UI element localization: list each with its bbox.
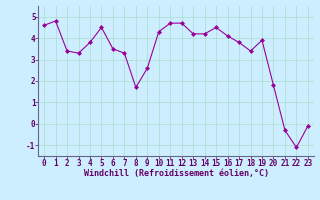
X-axis label: Windchill (Refroidissement éolien,°C): Windchill (Refroidissement éolien,°C) [84,169,268,178]
